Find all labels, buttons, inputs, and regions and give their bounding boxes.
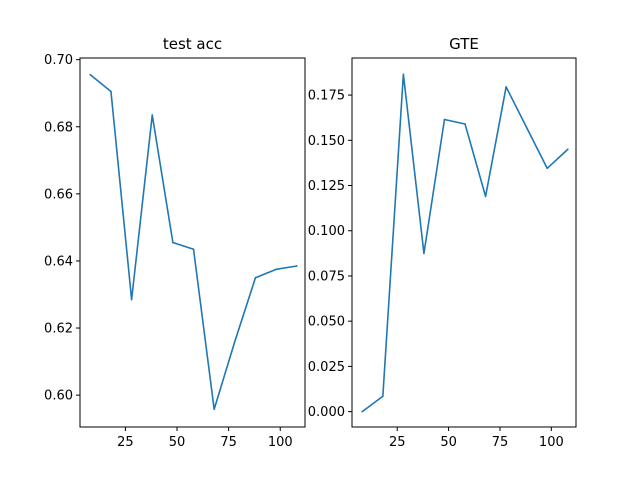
test-acc-title: test acc (163, 35, 222, 53)
test-acc-plot-area: 25 50 75 100 0.60 0.62 0.64 0.66 0.68 0.70 (44, 53, 306, 450)
test-acc-x-tick-label: 50 (169, 435, 186, 450)
gte-plot-area: 25 50 75 100 0.000 0.025 0.050 0.075 0.100 0.125 0… (308, 57, 577, 450)
test-acc-data-point-5 (192, 248, 195, 251)
gte-y-tick-label: 0.100 (308, 224, 345, 239)
test-acc-y-tick-label: 0.66 (44, 187, 73, 202)
gte-data-point-10 (566, 148, 569, 151)
gte-y-tick-label: 0.000 (308, 405, 345, 420)
test-acc-x-tick-label: 25 (117, 435, 134, 450)
test-acc-axes-frame (79, 57, 306, 428)
test-acc-data-point-1 (110, 90, 112, 93)
gte-x-tick-label: 25 (389, 435, 406, 450)
gte-x-tick-label: 50 (440, 435, 457, 450)
test-acc-x-tick-label: 100 (268, 435, 293, 450)
test-acc-data-point-0 (89, 73, 92, 76)
test-acc-y-tick-label: 0.64 (44, 254, 73, 269)
gte-x-tick-label: 100 (539, 435, 564, 450)
gte-x-tick-label: 75 (492, 435, 509, 450)
gte-data-point-5 (464, 123, 466, 125)
gte-y-tick-label: 0.050 (308, 315, 345, 330)
gte-data-point-4 (443, 118, 446, 121)
gte-data-point-8 (525, 126, 528, 129)
gte-y-tick-label: 0.125 (308, 179, 345, 194)
test-acc-y-tick-label: 0.62 (44, 322, 73, 337)
test-acc-data-point-3 (151, 114, 154, 116)
gte-panel: GTE 25 50 75 100 0.000 0.025 0.050 0.075 0.100 0.… (308, 35, 577, 450)
gte-y-tick-label: 0.075 (308, 269, 345, 284)
gte-data-point-9 (546, 167, 549, 170)
test-acc-data-point-10 (295, 265, 298, 267)
gte-data-point-0 (361, 410, 364, 413)
gte-data-point-6 (484, 195, 487, 198)
gte-title: GTE (449, 35, 479, 53)
gte-data-point-7 (505, 86, 507, 88)
gte-axes-frame (351, 57, 577, 428)
test-acc-data-point-2 (130, 298, 133, 301)
test-acc-y-tick-label: 0.70 (44, 53, 73, 68)
test-acc-data-point-8 (254, 276, 257, 279)
test-acc-panel: test acc 25 50 75 100 0.60 0.62 0.64 0.66 0.68 0.… (44, 35, 306, 450)
gte-y-tick-label: 0.175 (308, 89, 345, 104)
test-acc-data-point-6 (213, 408, 215, 411)
test-acc-y-tick-label: 0.68 (44, 120, 73, 135)
test-acc-y-tick-label: 0.60 (44, 389, 73, 404)
test-acc-data-point-9 (275, 268, 277, 271)
test-acc-x-tick-label: 75 (220, 435, 237, 450)
gte-data-point-2 (402, 73, 405, 76)
gte-data-point-1 (382, 395, 384, 398)
gte-data-point-3 (423, 252, 425, 255)
gte-y-tick-label: 0.025 (308, 360, 345, 375)
gte-y-tick-label: 0.150 (308, 134, 345, 149)
test-acc-data-point-4 (172, 241, 174, 244)
test-acc-data-point-7 (234, 340, 236, 343)
